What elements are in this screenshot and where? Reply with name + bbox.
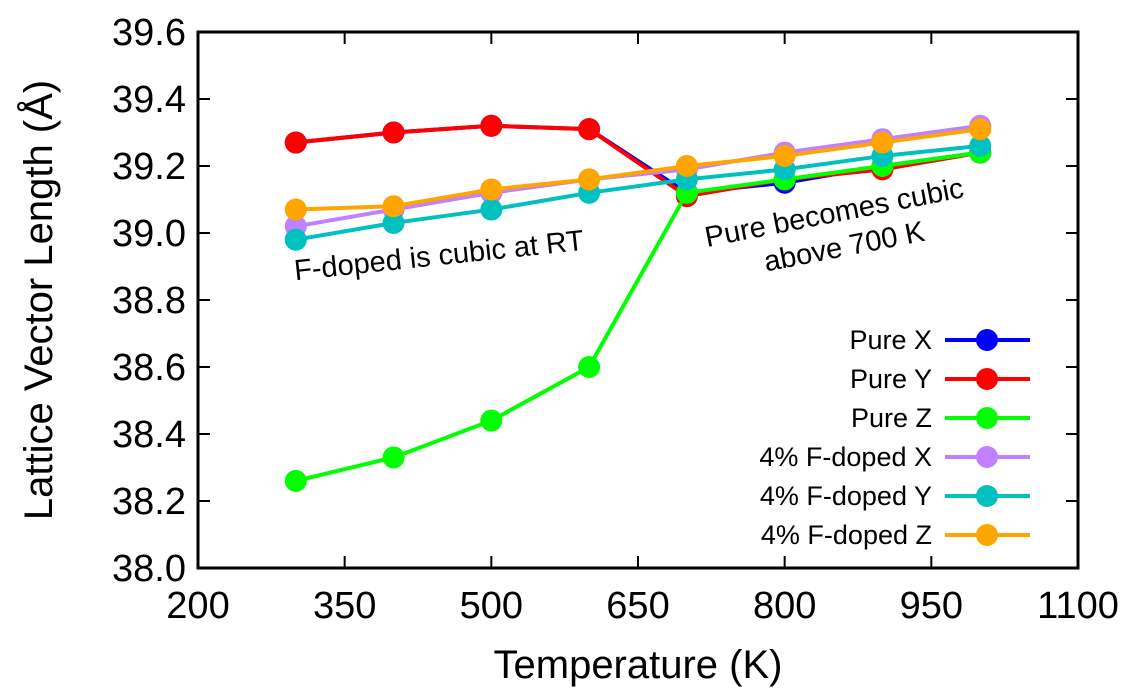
y-tick-label: 39.6 — [112, 12, 186, 54]
y-tick-label: 39.4 — [112, 79, 186, 121]
legend-label: Pure Z — [851, 403, 932, 433]
series-layer — [284, 114, 992, 492]
legend-entry: Pure Y — [850, 364, 1030, 394]
data-point — [480, 178, 503, 201]
series-line — [295, 150, 981, 483]
data-point — [969, 134, 992, 157]
series-line — [295, 127, 981, 212]
data-point — [578, 118, 601, 141]
y-tick-label: 38.2 — [112, 481, 186, 523]
data-point — [382, 195, 405, 218]
data-point — [969, 118, 992, 141]
plot-frame — [196, 30, 1080, 570]
legend-marker — [976, 407, 998, 429]
data-point — [871, 131, 894, 154]
data-point — [382, 446, 405, 469]
data-point — [675, 155, 698, 177]
x-tick-label: 650 — [606, 585, 669, 627]
legend-entry: 4% F-doped Y — [760, 481, 1030, 511]
x-tick-label: 200 — [166, 585, 229, 627]
x-axis-ticks: 200 350 500 650 800 950 1100 — [166, 32, 1119, 627]
x-tick-label: 1100 — [1037, 585, 1119, 627]
y-tick-label: 38.8 — [112, 280, 186, 322]
x-tick-label: 500 — [460, 585, 523, 627]
legend-entry: 4% F-doped Z — [761, 520, 1030, 550]
data-point — [480, 409, 503, 432]
legend-label: Pure Y — [850, 364, 932, 394]
legend-label: 4% F-doped Z — [761, 520, 932, 550]
data-point — [480, 114, 503, 137]
data-point — [773, 144, 796, 167]
data-point — [578, 168, 601, 191]
x-axis-title: Temperature (K) — [494, 643, 783, 687]
y-tick-label: 39.0 — [112, 213, 186, 255]
x-tick-label: 950 — [900, 585, 963, 627]
x-tick-label: 800 — [753, 585, 816, 627]
x-tick-label: 350 — [313, 585, 376, 627]
legend: Pure X Pure Y Pure Z 4% F-doped X 4% F-doped… — [759, 325, 1030, 550]
y-tick-label: 38.6 — [112, 347, 186, 389]
y-tick-label: 39.2 — [112, 146, 186, 188]
y-axis-title: Lattice Vector Length (Å) — [16, 80, 61, 520]
legend-marker — [976, 329, 998, 351]
legend-entry: Pure X — [849, 325, 1030, 355]
legend-entry: 4% F-doped X — [759, 442, 1030, 472]
legend-entry: Pure Z — [851, 403, 1030, 433]
data-point — [284, 469, 307, 492]
data-point — [284, 198, 307, 221]
series-line — [295, 143, 981, 242]
data-point — [284, 228, 307, 251]
data-point — [382, 211, 405, 234]
legend-label: 4% F-doped X — [759, 442, 932, 472]
series-4 — [284, 134, 992, 251]
data-point — [382, 121, 405, 144]
y-tick-label: 38.4 — [112, 414, 186, 456]
legend-marker — [976, 485, 998, 507]
data-point — [284, 131, 307, 154]
y-axis-ticks: 38.0 38.2 38.4 38.6 38.8 39.0 39.2 39.4 39.6 — [112, 12, 1078, 590]
legend-marker — [976, 368, 998, 390]
legend-label: 4% F-doped Y — [760, 481, 932, 511]
series-line — [295, 123, 981, 199]
legend-marker — [976, 446, 998, 468]
legend-label: Pure X — [849, 325, 932, 355]
data-point — [578, 356, 601, 378]
data-point — [480, 198, 503, 221]
y-tick-label: 38.0 — [112, 548, 186, 590]
legend-marker — [976, 524, 998, 546]
series-5 — [284, 118, 992, 221]
